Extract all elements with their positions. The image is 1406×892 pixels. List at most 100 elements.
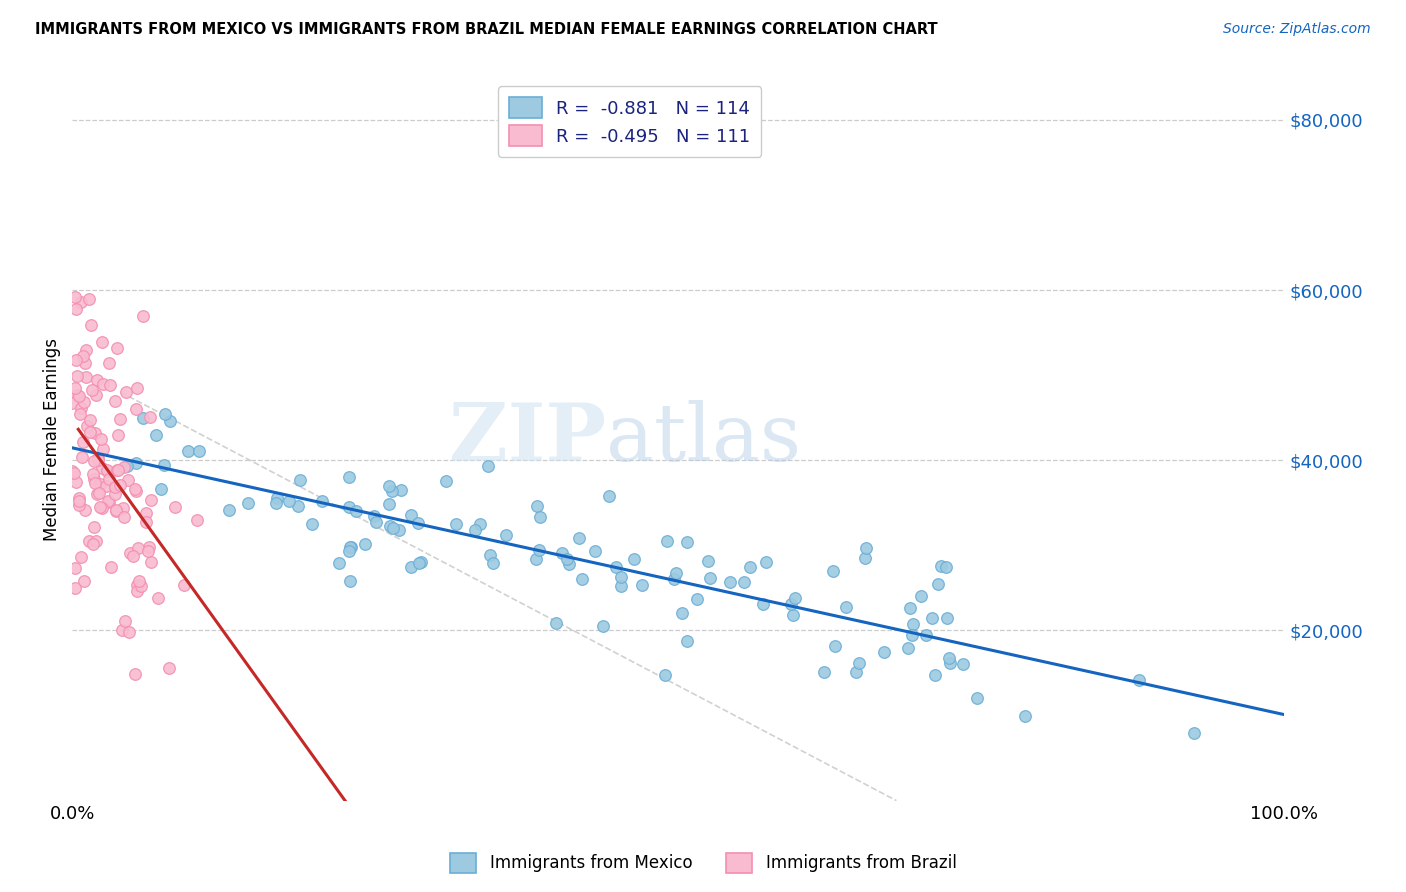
- Point: [145, 427, 167, 442]
- Point: [65, 353, 87, 368]
- Point: [939, 656, 962, 670]
- Point: [657, 534, 679, 549]
- Point: [287, 500, 309, 514]
- Point: [363, 509, 385, 524]
- Point: [124, 667, 146, 681]
- Point: [135, 515, 157, 529]
- Point: [87, 485, 110, 500]
- Point: [141, 555, 163, 569]
- Point: [153, 407, 176, 421]
- Point: [107, 463, 129, 477]
- Point: [598, 489, 620, 503]
- Point: [83, 520, 105, 534]
- Point: [111, 623, 134, 637]
- Point: [104, 480, 127, 494]
- Point: [558, 558, 581, 572]
- Point: [107, 428, 129, 442]
- Point: [328, 557, 350, 571]
- Point: [96, 462, 118, 476]
- Point: [91, 442, 114, 457]
- Point: [112, 459, 135, 474]
- Point: [699, 571, 721, 585]
- Point: [114, 614, 136, 628]
- Point: [63, 466, 86, 480]
- Point: [901, 627, 924, 641]
- Point: [654, 668, 676, 682]
- Point: [90, 500, 112, 515]
- Point: [87, 450, 110, 465]
- Point: [84, 388, 107, 402]
- Point: [482, 557, 505, 571]
- Point: [529, 543, 551, 558]
- Point: [610, 570, 633, 584]
- Point: [87, 452, 110, 467]
- Point: [157, 660, 180, 674]
- Point: [80, 318, 103, 332]
- Point: [380, 483, 402, 498]
- Point: [136, 544, 159, 558]
- Point: [97, 493, 120, 508]
- Point: [855, 541, 877, 555]
- Point: [938, 650, 960, 665]
- Point: [90, 334, 112, 349]
- Text: Source: ZipAtlas.com: Source: ZipAtlas.com: [1223, 22, 1371, 37]
- Point: [132, 309, 155, 323]
- Point: [69, 408, 91, 422]
- Point: [738, 560, 761, 574]
- Point: [79, 534, 101, 549]
- Point: [853, 550, 876, 565]
- Point: [153, 458, 176, 472]
- Point: [72, 574, 94, 589]
- Point: [110, 478, 132, 492]
- Point: [623, 552, 645, 566]
- Point: [84, 426, 107, 441]
- Point: [966, 691, 988, 706]
- Text: ZIP: ZIP: [449, 400, 606, 478]
- Point: [117, 625, 139, 640]
- Point: [813, 665, 835, 680]
- Point: [464, 523, 486, 537]
- Point: [60, 464, 83, 478]
- Point: [86, 486, 108, 500]
- Point: [664, 566, 686, 580]
- Point: [72, 435, 94, 450]
- Point: [75, 343, 97, 358]
- Point: [557, 552, 579, 566]
- Point: [824, 639, 846, 653]
- Point: [70, 450, 93, 464]
- Point: [524, 552, 547, 566]
- Point: [1014, 708, 1036, 723]
- Point: [929, 559, 952, 574]
- Point: [378, 519, 401, 533]
- Point: [146, 591, 169, 605]
- Point: [605, 560, 627, 574]
- Point: [382, 521, 405, 535]
- Point: [571, 572, 593, 586]
- Point: [66, 369, 89, 384]
- Point: [115, 458, 138, 473]
- Point: [96, 465, 118, 479]
- Point: [526, 499, 548, 513]
- Point: [131, 579, 153, 593]
- Point: [914, 628, 936, 642]
- Point: [73, 395, 96, 409]
- Point: [97, 472, 120, 486]
- Point: [897, 640, 920, 655]
- Point: [311, 494, 333, 508]
- Point: [117, 473, 139, 487]
- Point: [98, 378, 121, 392]
- Point: [83, 454, 105, 468]
- Point: [103, 394, 125, 409]
- Point: [339, 574, 361, 589]
- Point: [79, 425, 101, 439]
- Point: [97, 356, 120, 370]
- Point: [546, 616, 568, 631]
- Point: [873, 645, 896, 659]
- Point: [952, 657, 974, 672]
- Point: [780, 598, 803, 612]
- Point: [266, 496, 288, 510]
- Point: [65, 301, 87, 316]
- Point: [112, 500, 135, 515]
- Point: [63, 581, 86, 595]
- Point: [924, 668, 946, 682]
